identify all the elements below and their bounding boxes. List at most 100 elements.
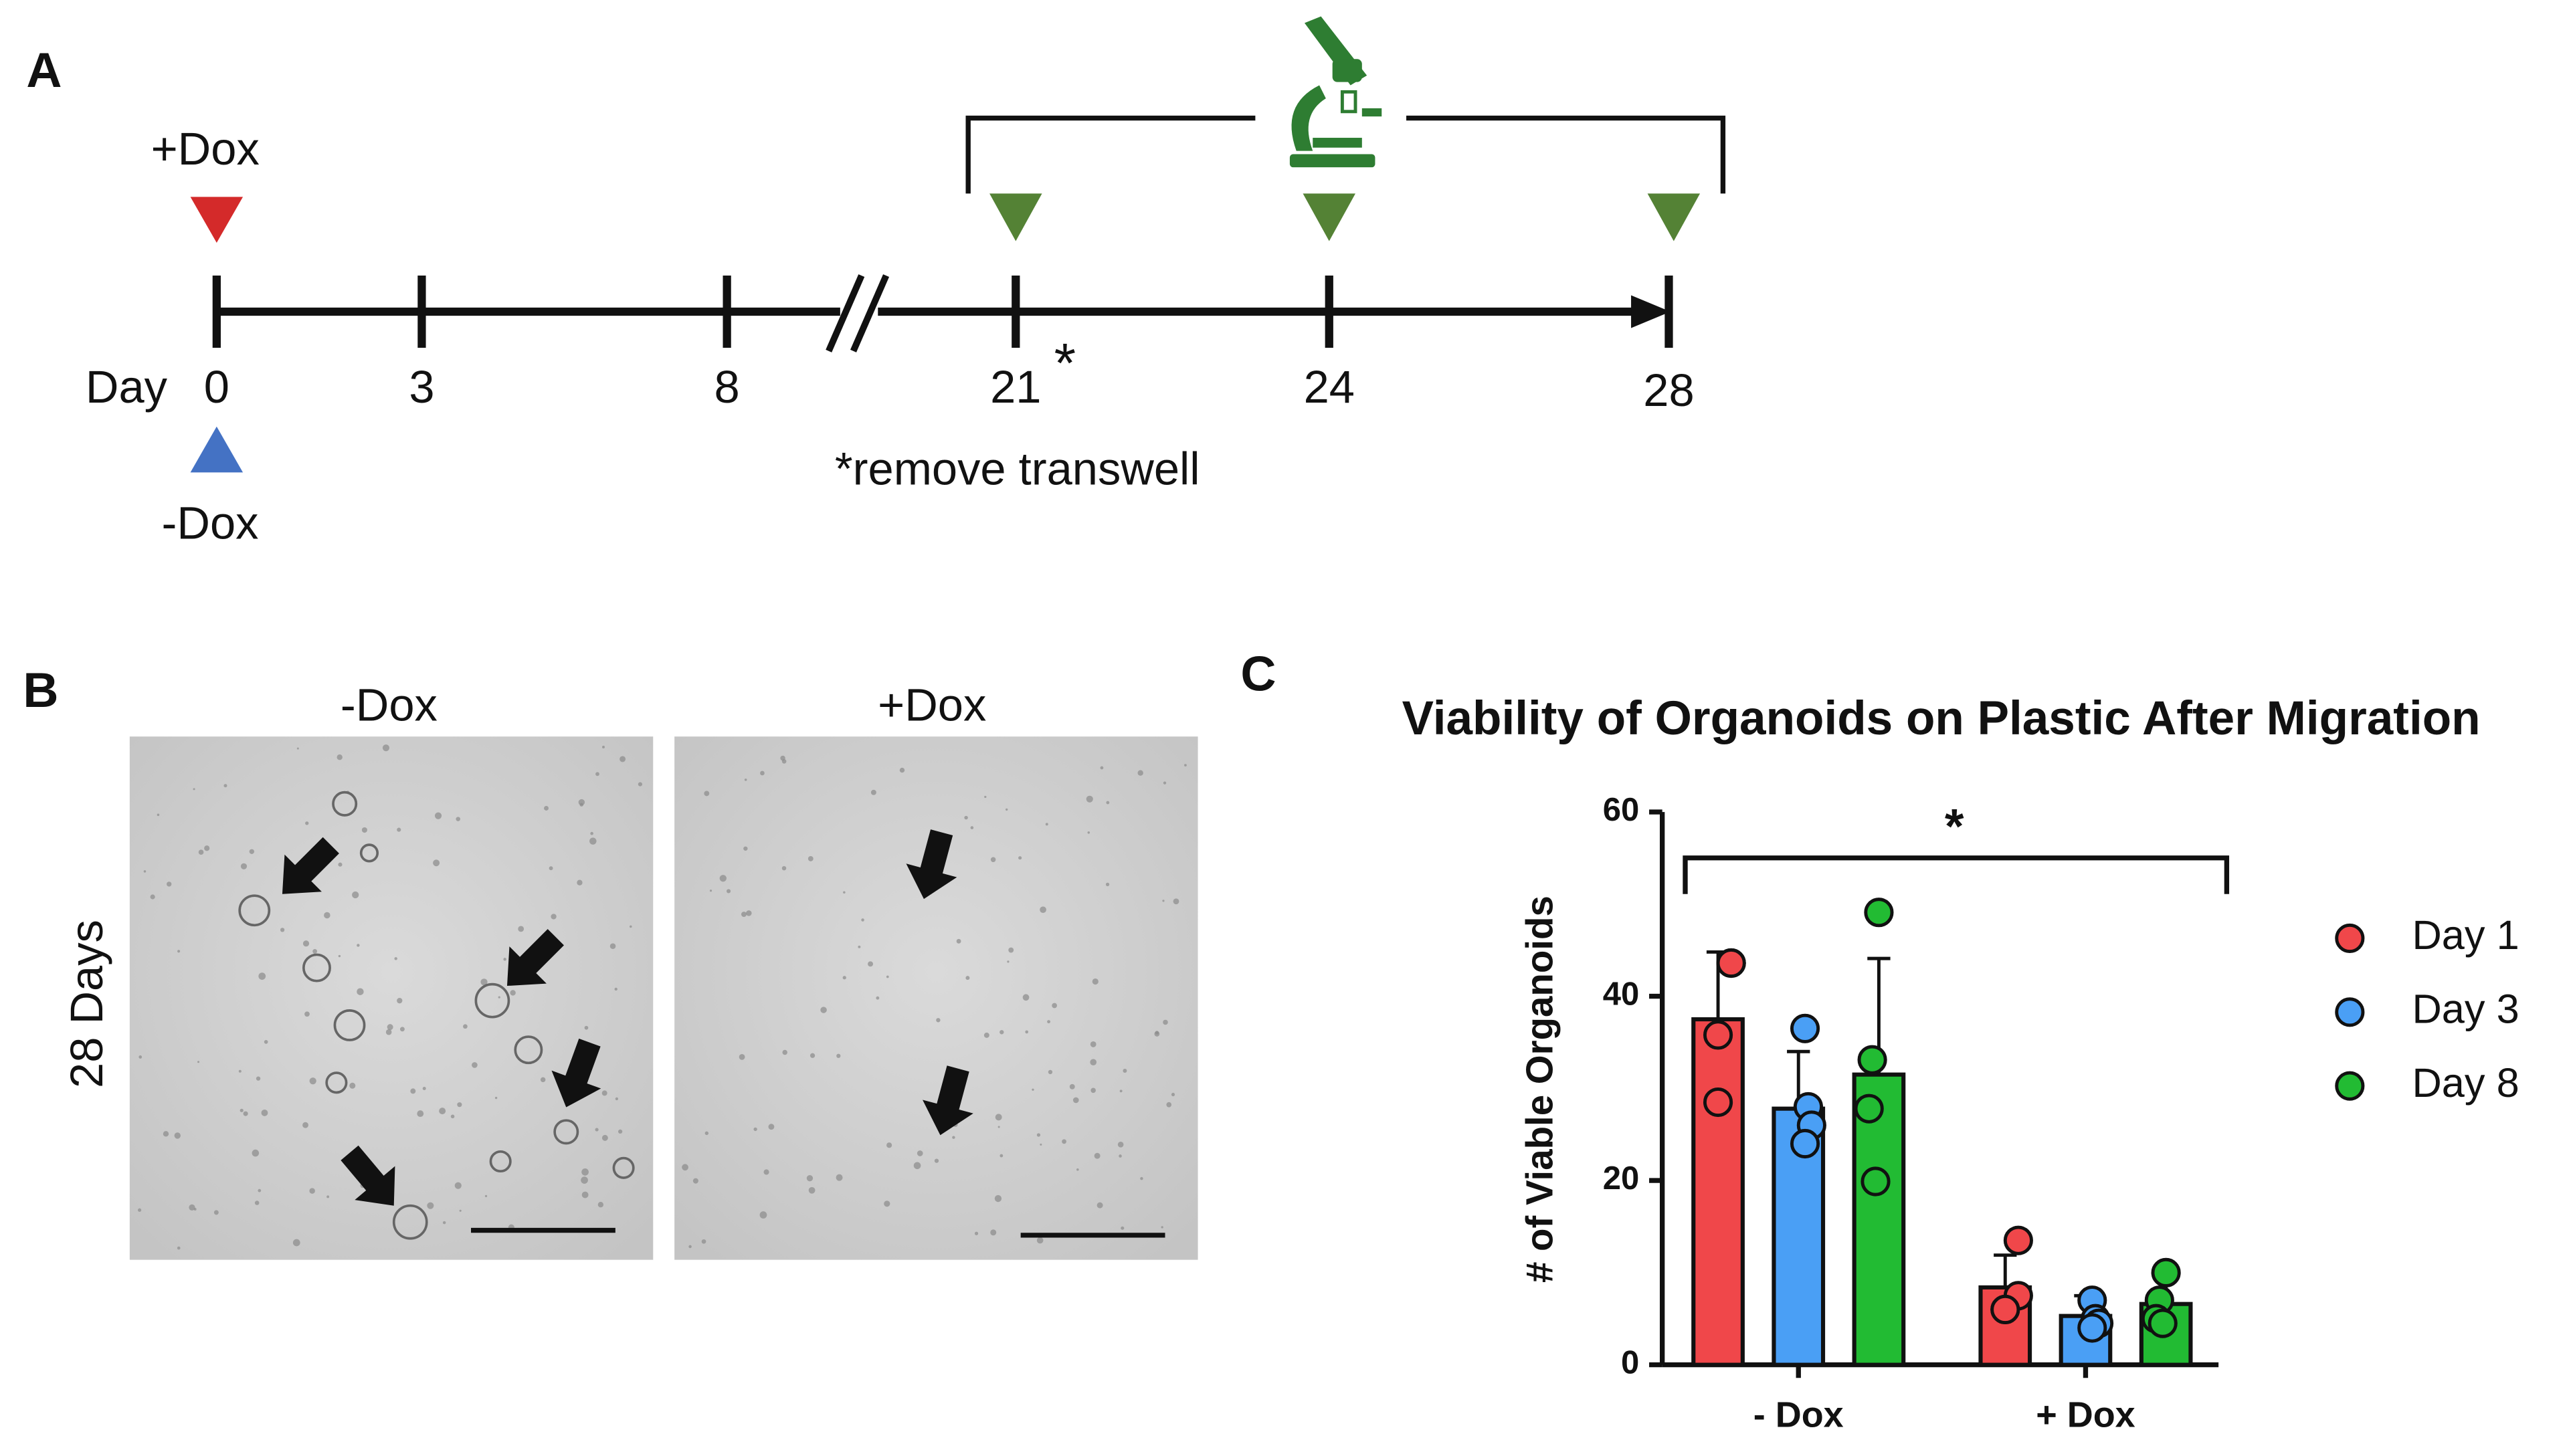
day-value: 0 xyxy=(204,361,229,413)
data-point xyxy=(1703,1087,1733,1118)
data-point xyxy=(1854,1094,1884,1124)
organoid xyxy=(489,1150,512,1173)
speckle xyxy=(252,1149,260,1157)
speckle xyxy=(719,875,727,882)
speckles xyxy=(138,744,1187,1250)
speckle xyxy=(422,1087,426,1091)
speckle xyxy=(1069,1083,1075,1089)
speckle xyxy=(602,745,605,748)
data-point xyxy=(1861,1166,1891,1197)
column-label: -Dox xyxy=(341,680,438,731)
speckle xyxy=(704,1131,709,1136)
speckle xyxy=(1140,1176,1143,1180)
speckle xyxy=(442,1221,446,1225)
speckle xyxy=(397,998,403,1004)
speckle xyxy=(590,831,593,835)
speckle xyxy=(213,1210,219,1215)
speckle xyxy=(450,1114,455,1119)
treatment-label: +Dox xyxy=(151,123,260,175)
speckle xyxy=(934,1158,939,1163)
speckle xyxy=(326,1195,330,1199)
day-value: 28 xyxy=(1643,365,1694,416)
speckle xyxy=(434,812,442,819)
speckle xyxy=(615,1097,619,1101)
speckle xyxy=(806,1175,814,1182)
speckle xyxy=(842,976,846,980)
speckle xyxy=(337,754,343,760)
speckle xyxy=(780,755,785,761)
speckle xyxy=(1106,801,1110,805)
speckle xyxy=(382,744,390,752)
y-tick-label: 60 xyxy=(1603,792,1640,828)
marker-triangle xyxy=(190,197,244,243)
speckle xyxy=(258,972,266,980)
speckle xyxy=(503,958,506,961)
speckle xyxy=(309,1077,316,1085)
speckle xyxy=(167,881,172,887)
y-tick-label: 0 xyxy=(1621,1345,1639,1381)
speckle xyxy=(965,976,970,980)
speckle xyxy=(876,996,880,1000)
speckle xyxy=(999,1154,1004,1158)
speckle xyxy=(302,940,310,947)
speckle xyxy=(454,1182,462,1189)
speckle xyxy=(952,1136,955,1139)
speckle xyxy=(997,1126,1000,1128)
speckle xyxy=(385,1029,392,1035)
speckle xyxy=(808,1186,816,1194)
bracket xyxy=(1406,115,1726,194)
speckle xyxy=(498,996,500,999)
day-value: 21 xyxy=(990,361,1041,413)
panel-label: A xyxy=(26,42,62,98)
data-point xyxy=(1864,898,1894,928)
speckle xyxy=(1123,1068,1127,1073)
speckle xyxy=(305,821,309,825)
speckle xyxy=(249,849,255,854)
speckle xyxy=(1094,1152,1101,1159)
marker-triangle xyxy=(1303,193,1356,241)
speckle xyxy=(309,1188,315,1194)
organoid xyxy=(612,1156,635,1179)
legend-label: Day 8 xyxy=(2412,1059,2519,1106)
speckle xyxy=(1105,882,1110,887)
legend-marker xyxy=(2335,997,2365,1027)
speckle xyxy=(692,1178,698,1184)
speckle xyxy=(312,949,318,954)
speckle xyxy=(858,945,861,948)
speckle xyxy=(456,817,460,821)
speckle xyxy=(1047,1020,1050,1024)
speckle xyxy=(595,772,599,776)
speckle xyxy=(1090,1059,1097,1066)
speckle xyxy=(193,788,195,791)
marker-triangle xyxy=(989,193,1042,241)
bar xyxy=(1852,1072,1906,1367)
speckle xyxy=(463,1024,468,1029)
speckle xyxy=(296,747,299,750)
speckle xyxy=(638,782,642,787)
organoid xyxy=(302,953,331,982)
speckle xyxy=(1162,900,1165,902)
speckle xyxy=(198,849,204,855)
speckle xyxy=(1166,1102,1172,1108)
speckle xyxy=(1161,1226,1163,1229)
speckle xyxy=(688,1245,692,1249)
speckle xyxy=(302,1122,308,1128)
panel-label: C xyxy=(1240,645,1276,701)
microscope-icon xyxy=(1289,16,1382,168)
speckle xyxy=(1072,1097,1079,1104)
speckle xyxy=(807,856,814,861)
speckle xyxy=(459,1209,462,1212)
speckle xyxy=(387,1024,393,1031)
speckle xyxy=(1117,1141,1124,1148)
note: *remove transwell xyxy=(835,443,1200,495)
speckle xyxy=(1087,831,1090,834)
treatment-label: -Dox xyxy=(162,497,259,548)
speckle xyxy=(584,1025,589,1030)
speckle xyxy=(746,910,752,916)
note-marker: * xyxy=(1054,332,1076,394)
speckle xyxy=(984,795,987,799)
legend-label: Day 1 xyxy=(2412,912,2519,958)
axis-break xyxy=(826,274,865,352)
x-tick-label: + Dox xyxy=(2036,1394,2135,1435)
